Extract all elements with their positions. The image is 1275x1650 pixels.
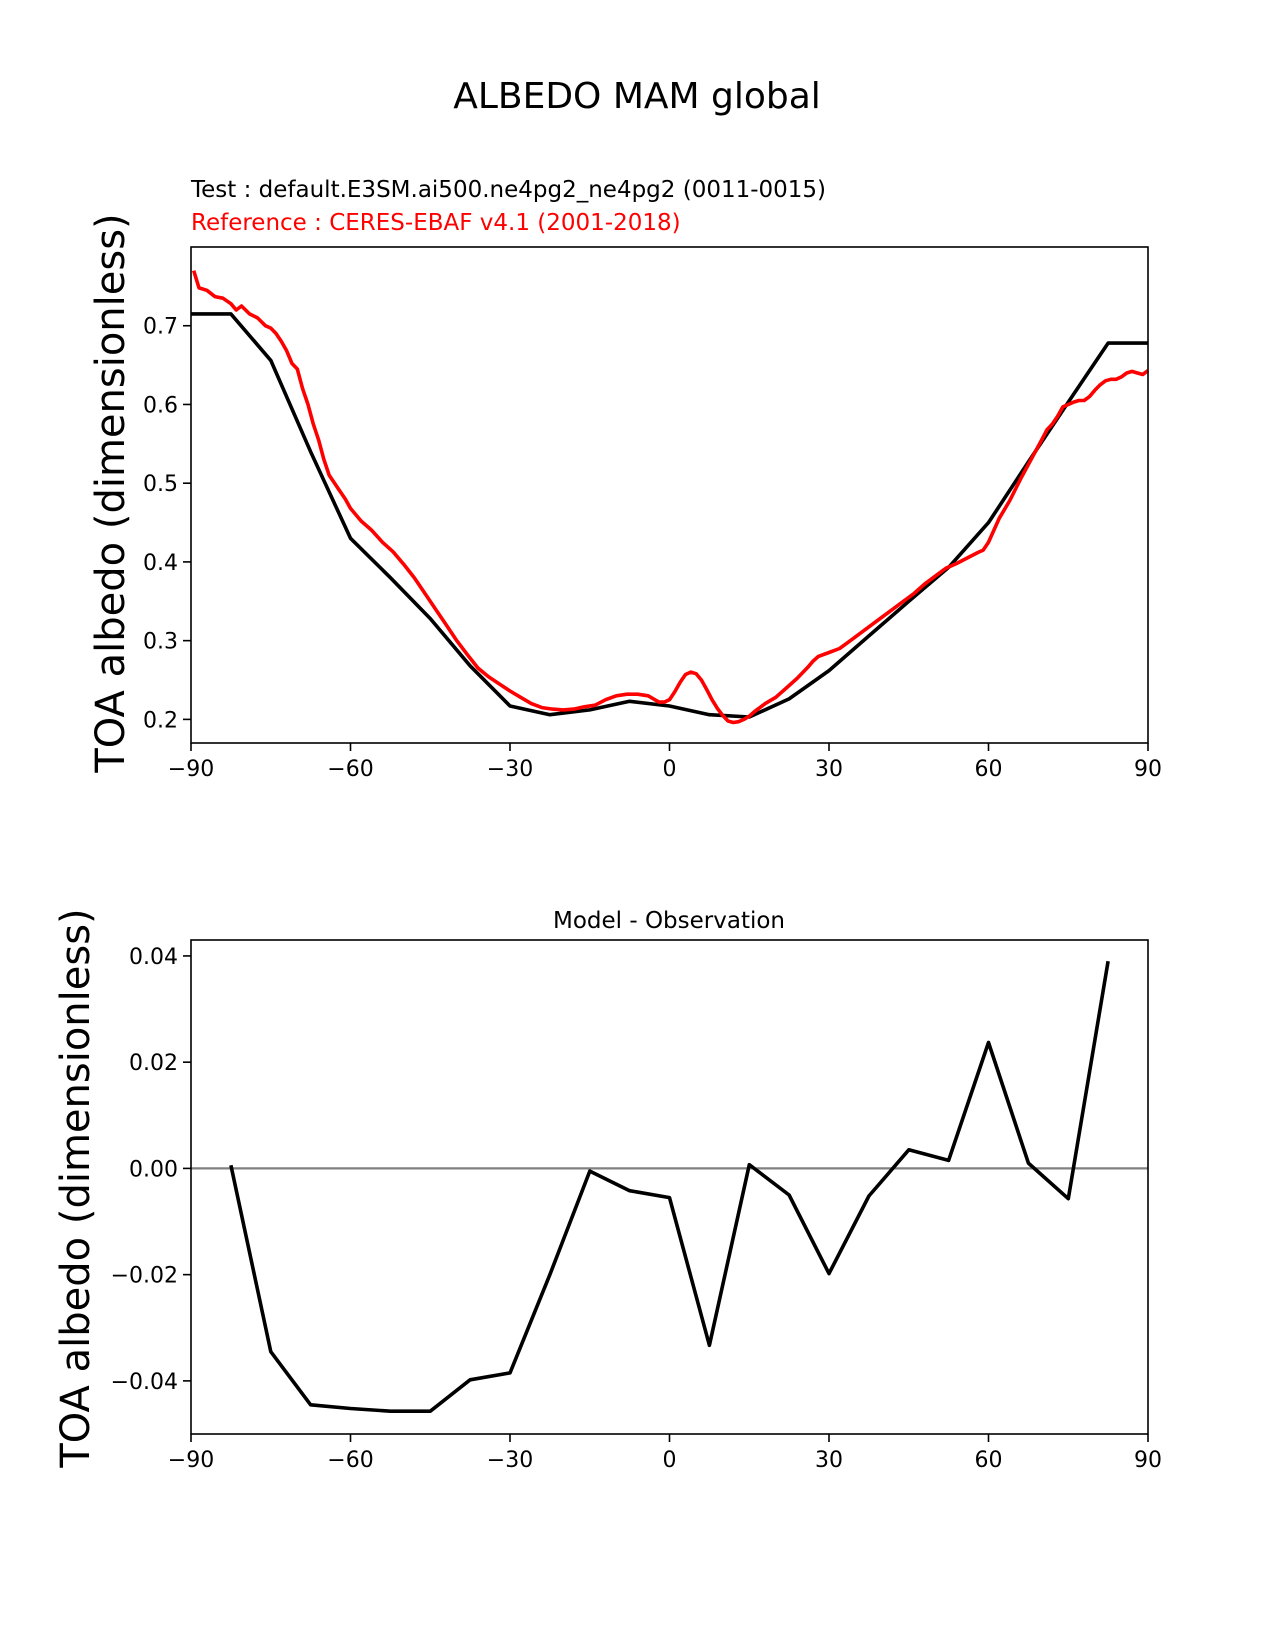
top-y-tick-label: 0.3 [143, 630, 178, 655]
top-x-tick-label: −60 [327, 757, 373, 782]
top-y-axis-label: TOA albedo (dimensionless) [88, 213, 134, 773]
top-reference-line [191, 270, 1150, 725]
bottom-x-tick-label: 0 [663, 1448, 677, 1473]
bottom-y-axis: 0.04 0.02 0.00 −0.02 −0.04 [111, 945, 191, 1395]
top-x-axis: −90 −60 −30 0 30 60 90 [168, 743, 1162, 782]
top-x-tick-label: −90 [168, 757, 214, 782]
top-y-tick-label: 0.6 [143, 393, 178, 418]
bottom-x-tick-label: −90 [168, 1448, 214, 1473]
top-y-tick-label: 0.5 [143, 472, 178, 497]
bottom-y-tick-label: −0.04 [111, 1370, 178, 1395]
bottom-x-tick-label: 30 [815, 1448, 843, 1473]
bottom-axes-frame [190, 939, 1149, 1435]
top-test-line [191, 312, 1148, 719]
top-x-tick-label: 0 [663, 757, 677, 782]
top-x-tick-label: −30 [487, 757, 533, 782]
bottom-plot-area [191, 960, 1148, 1413]
bottom-y-tick-label: 0.02 [129, 1051, 178, 1076]
bottom-x-tick-label: −60 [327, 1448, 373, 1473]
figure-title: ALBEDO MAM global [453, 76, 821, 117]
top-x-tick-label: 60 [975, 757, 1003, 782]
bottom-chart-title: Model - Observation [553, 908, 785, 934]
top-plot-area [191, 270, 1150, 725]
top-y-tick-label: 0.2 [143, 708, 178, 733]
top-y-axis: 0.2 0.3 0.4 0.5 0.6 0.7 [143, 315, 191, 733]
top-x-tick-label: 30 [815, 757, 843, 782]
top-x-tick-label: 90 [1134, 757, 1162, 782]
bottom-x-tick-label: 90 [1134, 1448, 1162, 1473]
bottom-y-axis-label: TOA albedo (dimensionless) [53, 908, 99, 1468]
bottom-test-line [229, 960, 1110, 1413]
top-y-tick-label: 0.4 [143, 551, 178, 576]
bottom-y-tick-label: 0.00 [129, 1157, 178, 1182]
top-y-tick-label: 0.7 [143, 315, 178, 340]
top-panel: Test : default.E3SM.ai500.ne4pg2_ne4pg2 … [88, 177, 1162, 782]
bottom-panel: Model - Observation TOA albedo (dimensio… [53, 908, 1162, 1473]
bottom-x-axis: −90 −60 −30 0 30 60 90 [168, 1434, 1162, 1473]
bottom-x-tick-label: −30 [487, 1448, 533, 1473]
bottom-x-tick-label: 60 [975, 1448, 1003, 1473]
test-label: Test : default.E3SM.ai500.ne4pg2_ne4pg2 … [190, 177, 826, 203]
bottom-y-tick-label: −0.02 [111, 1264, 178, 1289]
bottom-y-tick-label: 0.04 [129, 945, 178, 970]
reference-label: Reference : CERES-EBAF v4.1 (2001-2018) [191, 210, 681, 236]
top-axes-frame [190, 246, 1149, 744]
